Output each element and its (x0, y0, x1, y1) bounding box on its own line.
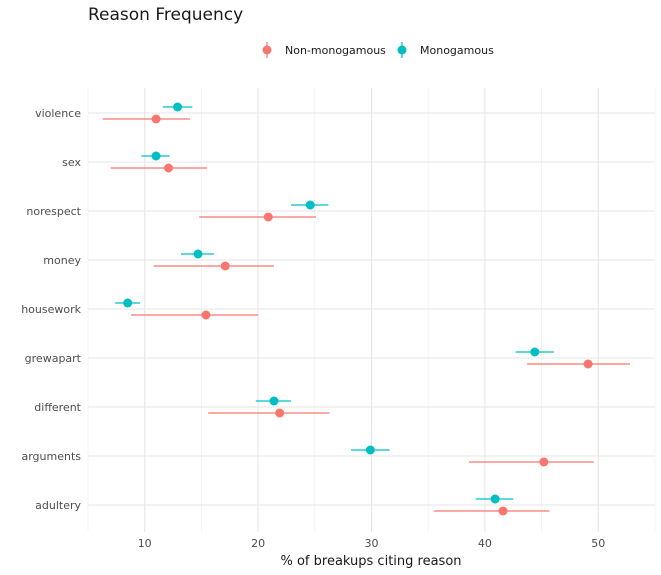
point-money (220, 261, 230, 271)
point-housework (123, 298, 133, 308)
point-adultery (490, 494, 500, 504)
grid (87, 88, 656, 532)
point-sex (164, 163, 174, 173)
point-adultery (498, 506, 508, 516)
point-different (275, 408, 285, 418)
y-tick-label-housework: housework (21, 303, 81, 316)
x-tick-label: 40 (478, 537, 492, 550)
x-tick-label: 50 (591, 537, 605, 550)
x-tick-label: 20 (251, 537, 265, 550)
legend-label-monogamous: Monogamous (420, 44, 494, 57)
y-tick-label-money: money (43, 254, 81, 267)
point-sex (151, 151, 161, 161)
legend-item-non-monogamous: Non-monogamous (262, 42, 386, 58)
y-tick-label-grewapart: grewapart (25, 352, 82, 365)
point-money (193, 249, 203, 259)
x-tick-label: 10 (138, 537, 152, 550)
chart-title: Reason Frequency (88, 5, 243, 25)
legend-key-dot-monogamous (397, 45, 407, 55)
point-violence (173, 102, 183, 112)
x-axis-tick-labels: 10 20 30 40 50 (138, 537, 606, 550)
x-tick-label: 30 (365, 537, 379, 550)
point-norespect (263, 212, 273, 222)
y-tick-label-sex: sex (62, 156, 81, 169)
point-grewapart (583, 359, 593, 369)
series-monogamous (115, 102, 555, 504)
point-norespect (305, 200, 315, 210)
legend-label-non-monogamous: Non-monogamous (285, 44, 386, 57)
y-tick-label-violence: violence (35, 107, 81, 120)
point-grewapart (530, 347, 540, 357)
y-axis-tick-labels: violence sex norespect money housework grewap… (21, 107, 81, 512)
point-arguments (539, 457, 549, 467)
y-tick-label-arguments: arguments (21, 450, 81, 463)
y-tick-label-adultery: adultery (35, 499, 81, 512)
point-different (269, 396, 279, 406)
x-axis-title: % of breakups citing reason (280, 554, 461, 569)
series-non-monogamous (102, 114, 631, 516)
legend-item-monogamous: Monogamous (397, 42, 494, 58)
point-violence (151, 114, 161, 124)
data-marks (102, 102, 631, 516)
legend-key-dot-non-monogamous (262, 45, 272, 55)
point-arguments (365, 445, 375, 455)
legend: Non-monogamous Monogamous (262, 42, 494, 58)
y-tick-label-different: different (34, 401, 81, 414)
point-housework (201, 310, 211, 320)
y-tick-label-norespect: norespect (26, 205, 81, 218)
